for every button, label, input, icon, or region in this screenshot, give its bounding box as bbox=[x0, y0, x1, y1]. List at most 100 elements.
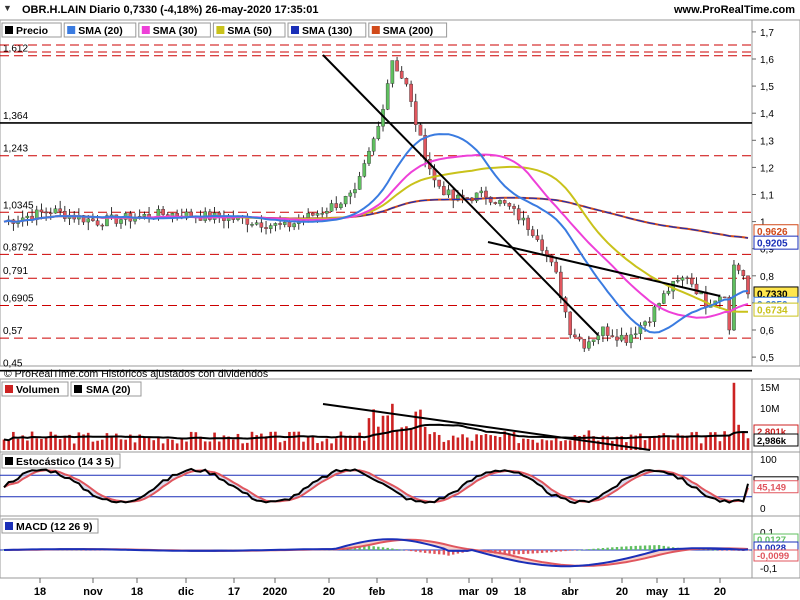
macd-legend-swatch bbox=[5, 522, 13, 530]
price-badge-1 bbox=[753, 235, 799, 250]
site-url[interactable]: www.ProRealTime.com bbox=[673, 4, 795, 16]
price-ytick-label-2: 1,5 bbox=[760, 82, 774, 93]
legend-box-3 bbox=[212, 22, 286, 38]
volume-bar bbox=[727, 434, 731, 450]
volume-bar bbox=[147, 437, 151, 450]
volume-badge-label-1: 2,986k bbox=[757, 436, 787, 447]
macd-histogram-bar bbox=[517, 550, 520, 555]
xtick-label-3: dic bbox=[178, 586, 194, 598]
candle-body bbox=[540, 239, 544, 251]
xtick-label-14: may bbox=[646, 586, 669, 598]
volume-bar bbox=[554, 436, 558, 450]
candle-body bbox=[502, 200, 507, 204]
macd-badge-2 bbox=[753, 549, 799, 562]
macd-histogram-bar bbox=[419, 550, 422, 553]
xtick-label-16: 20 bbox=[714, 586, 726, 598]
volume-bar bbox=[540, 439, 544, 450]
macd-histogram-bar bbox=[625, 546, 628, 550]
level-label-2: 1,243 bbox=[3, 144, 28, 155]
candle-body bbox=[114, 214, 119, 224]
volume-bar bbox=[564, 440, 567, 450]
volume-bar bbox=[72, 443, 76, 450]
volume-bar bbox=[44, 437, 48, 450]
price-ytick-label-8: 0,9 bbox=[760, 245, 774, 256]
xtick-label-5: 2020 bbox=[263, 586, 287, 598]
macd-histogram-bar bbox=[648, 545, 651, 550]
candle-body bbox=[474, 192, 479, 202]
candle-body bbox=[446, 189, 451, 196]
candle-body bbox=[287, 221, 292, 228]
candle-body bbox=[666, 290, 671, 294]
volume-bar bbox=[358, 432, 361, 450]
volume-bar bbox=[264, 436, 268, 450]
volume-bar bbox=[21, 435, 25, 450]
stoch-legend-label: Estocástico (14 3 5) bbox=[16, 456, 114, 468]
xtick-label-12: abr bbox=[561, 586, 579, 598]
candle-body bbox=[385, 83, 390, 110]
macd-histogram-bar bbox=[568, 550, 572, 551]
candle-body bbox=[704, 291, 708, 308]
volume-bar bbox=[723, 431, 726, 450]
macd-histogram-bar bbox=[452, 550, 455, 555]
price-ytick-label-3: 1,4 bbox=[760, 109, 774, 120]
candle-body bbox=[81, 215, 86, 223]
volume-bar bbox=[508, 434, 511, 450]
volume-bar bbox=[119, 439, 123, 450]
candle-body bbox=[582, 338, 587, 349]
price-badge-4 bbox=[753, 302, 799, 317]
stoch-legend-box bbox=[1, 453, 121, 469]
volume-bar bbox=[12, 431, 15, 450]
volume-bar bbox=[615, 436, 619, 450]
macd-histogram-bar bbox=[578, 549, 581, 551]
candle-body bbox=[605, 326, 610, 336]
volume-bar bbox=[115, 433, 118, 450]
candle-body bbox=[53, 208, 58, 214]
candle-body bbox=[105, 215, 109, 227]
candle-body bbox=[63, 211, 67, 219]
volume-bar bbox=[91, 441, 95, 450]
candle-body bbox=[334, 203, 339, 208]
level-label-8: 0,45 bbox=[3, 359, 23, 370]
vol-legend-label-1: SMA (20) bbox=[86, 384, 131, 396]
candle-body bbox=[549, 254, 554, 263]
volume-bar bbox=[634, 435, 637, 450]
stoch-badge-1 bbox=[753, 480, 799, 494]
macd-histogram-bar bbox=[629, 546, 633, 550]
macd-histogram-bar bbox=[367, 545, 371, 550]
candle-body bbox=[493, 202, 498, 204]
legend-label-2: SMA (30) bbox=[153, 25, 198, 37]
candle-body bbox=[268, 225, 273, 229]
volume-bar bbox=[643, 440, 647, 450]
candle-body bbox=[142, 214, 147, 217]
volume-bar bbox=[718, 441, 722, 450]
macd-histogram-bar bbox=[723, 550, 726, 551]
macd-histogram-bar bbox=[372, 546, 375, 550]
caret-down-icon[interactable]: ▼ bbox=[3, 3, 12, 13]
candle-body bbox=[353, 189, 357, 194]
volume-bar bbox=[199, 436, 202, 450]
volume-bar bbox=[152, 440, 156, 450]
volume-bar bbox=[709, 432, 712, 450]
candle-body bbox=[339, 203, 343, 208]
macd-histogram-bar bbox=[573, 550, 577, 551]
candle-body bbox=[100, 224, 105, 227]
macd-histogram-bar bbox=[437, 550, 441, 555]
panel-frame-3 bbox=[0, 515, 800, 579]
legend-swatch-1 bbox=[67, 26, 76, 34]
volume-bar bbox=[58, 439, 62, 450]
volume-bar bbox=[531, 439, 535, 450]
volume-bar bbox=[278, 442, 282, 450]
candle-body bbox=[465, 197, 470, 199]
candle-body bbox=[680, 277, 685, 281]
level-label-5: 0,791 bbox=[3, 266, 28, 277]
volume-bar bbox=[297, 431, 301, 450]
macd-histogram-bar bbox=[592, 548, 595, 550]
candle-body bbox=[292, 223, 296, 228]
volume-bar bbox=[63, 435, 67, 450]
volume-bar bbox=[49, 431, 53, 450]
xtick-label-13: 20 bbox=[616, 586, 628, 598]
macd-histogram-bar bbox=[87, 550, 90, 551]
macd-histogram-bar bbox=[433, 550, 436, 554]
volume-bar bbox=[503, 431, 506, 450]
candle-body bbox=[559, 271, 563, 298]
